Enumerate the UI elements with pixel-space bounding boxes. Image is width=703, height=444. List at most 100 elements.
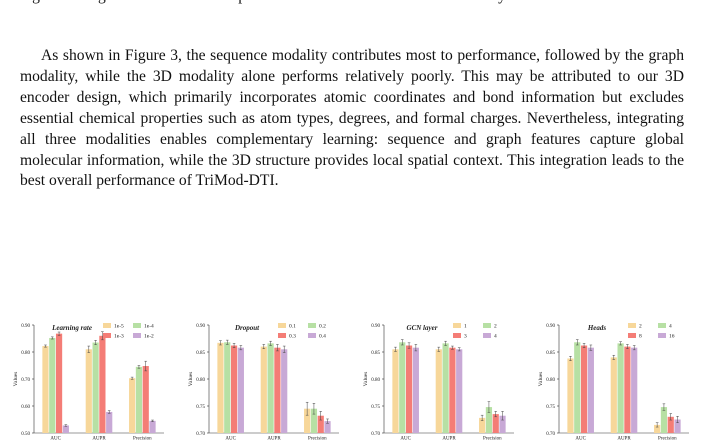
x-tick-label: Precision: [133, 437, 152, 442]
x-tick-label: AUC: [50, 437, 61, 442]
chart-svg: 0.70 0.75 0.80 0.85 0.90 Values Heads AUC AUPR Pr…: [538, 323, 689, 442]
y-tick-label: 0.70: [21, 378, 30, 383]
chart-heads: 0.70 0.75 0.80 0.85 0.90 Values Heads AUC AUPR Pr…: [529, 312, 699, 444]
legend-label: 4: [669, 323, 672, 329]
legend-label: 16: [669, 333, 675, 339]
legend-swatch: [308, 323, 316, 328]
bar: [435, 349, 442, 433]
y-tick-label: 0.75: [371, 405, 380, 410]
body-paragraph: As shown in Figure 3, the sequence modal…: [20, 46, 684, 192]
x-tick-label: AUC: [400, 437, 411, 442]
y-tick-label: 0.70: [196, 432, 205, 437]
bar: [485, 407, 493, 433]
y-tick-label: 0.80: [546, 378, 555, 383]
bar: [274, 347, 281, 433]
bar: [449, 347, 456, 433]
y-tick-label: 0.90: [371, 324, 380, 329]
y-tick-label: 0.85: [196, 351, 205, 356]
y-tick-label: 0.70: [371, 432, 380, 437]
bar: [405, 345, 413, 433]
y-axis-label: Values: [538, 372, 544, 387]
y-tick-label: 0.85: [546, 351, 555, 356]
bar: [574, 342, 581, 433]
partial-text-line: logue and Fig. 3 shows the overall perfo…: [20, 0, 683, 8]
legend-swatch: [278, 333, 286, 338]
bar: [667, 416, 674, 433]
legend-label: 1e-5: [114, 323, 124, 329]
legend-swatch: [133, 333, 141, 338]
legend-label: 0.3: [289, 333, 296, 339]
legend-label: 8: [639, 333, 642, 339]
legend-label: 4: [494, 333, 497, 339]
y-tick-label: 0.75: [546, 405, 555, 410]
figure-3-panels: 0.50 0.60 0.70 0.80 0.90 Values Learning rate A…: [0, 312, 703, 444]
bar: [479, 417, 486, 433]
bar: [580, 345, 588, 433]
legend-swatch: [628, 333, 636, 338]
bar: [230, 345, 238, 433]
bar: [304, 408, 311, 433]
bar: [631, 347, 638, 433]
x-tick-label: AUPR: [267, 437, 281, 442]
chart-learning-rate: 0.50 0.60 0.70 0.80 0.90 Values Learning rate A…: [4, 312, 174, 444]
bar: [129, 378, 136, 433]
chart-title: Heads: [587, 324, 607, 332]
legend-swatch: [628, 323, 636, 328]
x-tick-label: Precision: [658, 437, 677, 442]
y-axis-label: Values: [13, 372, 19, 387]
bar: [617, 343, 624, 433]
y-tick-label: 0.70: [546, 432, 555, 437]
y-tick-label: 0.90: [21, 324, 30, 329]
bar: [567, 358, 574, 433]
chart-title: Learning rate: [51, 324, 92, 332]
y-tick-label: 0.90: [196, 324, 205, 329]
bar: [442, 343, 449, 433]
bar: [55, 333, 63, 433]
x-tick-label: AUPR: [442, 437, 456, 442]
chart-title: GCN layer: [407, 324, 438, 332]
bar: [412, 347, 419, 433]
y-tick-label: 0.90: [546, 324, 555, 329]
bar: [324, 421, 331, 433]
bar: [106, 411, 113, 433]
chart-svg: 0.50 0.60 0.70 0.80 0.90 Values Learning rate A…: [13, 323, 164, 442]
legend-swatch: [453, 323, 461, 328]
bar: [149, 420, 156, 433]
bar: [499, 415, 506, 433]
bar: [217, 342, 224, 433]
bar: [392, 349, 399, 433]
y-tick-label: 0.60: [21, 405, 30, 410]
legend-label: 1: [464, 323, 467, 329]
bar: [135, 366, 143, 433]
bar: [587, 347, 594, 433]
x-tick-label: AUC: [575, 437, 586, 442]
y-tick-label: 0.85: [371, 351, 380, 356]
bar: [674, 419, 681, 433]
legend-label: 0.2: [319, 323, 326, 329]
legend-swatch: [103, 323, 111, 328]
bar: [99, 335, 106, 433]
legend-label: 0.1: [289, 323, 296, 329]
legend-swatch: [658, 333, 666, 338]
bar: [492, 414, 499, 433]
bar: [49, 337, 56, 433]
x-tick-label: Precision: [308, 437, 327, 442]
partial-line-text: logue and Fig. 3 shows the overall perfo…: [20, 0, 683, 8]
bar: [142, 366, 149, 433]
y-tick-label: 0.80: [371, 378, 380, 383]
legend-swatch: [308, 333, 316, 338]
bar: [654, 424, 661, 433]
legend-swatch: [483, 333, 491, 338]
bar: [456, 349, 463, 433]
legend-label: 0.4: [319, 333, 326, 339]
chart-gcn-layer: 0.70 0.75 0.80 0.85 0.90 Values GCN layer AUC AU…: [354, 312, 524, 444]
y-tick-label: 0.80: [21, 351, 30, 356]
chart-svg: 0.70 0.75 0.80 0.85 0.90 Values Dropout AUC AUPR…: [188, 323, 339, 442]
legend-label: 2: [639, 323, 642, 329]
y-tick-label: 0.75: [196, 405, 205, 410]
bar: [610, 357, 617, 433]
x-tick-label: AUPR: [617, 437, 631, 442]
x-tick-label: AUPR: [92, 437, 106, 442]
legend-swatch: [658, 323, 666, 328]
y-axis-label: Values: [363, 372, 369, 387]
